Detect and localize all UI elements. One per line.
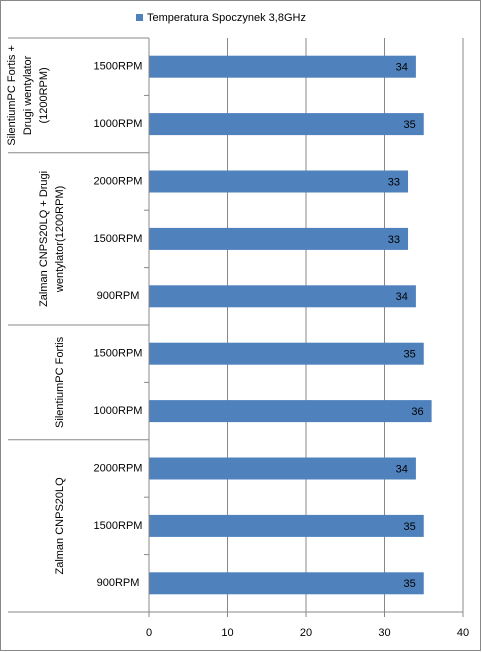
group-label: Drugi wentylator bbox=[22, 55, 34, 135]
y-tick-label: 1500RPM bbox=[94, 520, 143, 532]
value-label: 34 bbox=[396, 62, 408, 74]
value-label: 35 bbox=[404, 119, 416, 131]
group-label: (1200RPM) bbox=[38, 67, 50, 123]
value-label: 34 bbox=[396, 291, 408, 303]
value-label: 35 bbox=[404, 578, 416, 590]
bar bbox=[149, 400, 432, 423]
bar bbox=[149, 514, 424, 537]
y-tick-label: 1000RPM bbox=[94, 118, 143, 130]
value-label: 36 bbox=[411, 406, 423, 418]
bar bbox=[149, 227, 409, 250]
legend-label: Temperatura Spoczynek 3,8GHz bbox=[147, 12, 306, 24]
group-label: SilentiumPC Fortis + bbox=[6, 45, 18, 146]
y-tick-label: 1500RPM bbox=[94, 61, 143, 73]
y-tick-label: 900RPM bbox=[97, 290, 140, 302]
value-label: 33 bbox=[388, 234, 400, 246]
value-label: 35 bbox=[404, 349, 416, 361]
bar bbox=[149, 572, 424, 595]
x-tick-label: 20 bbox=[300, 627, 312, 639]
value-label: 35 bbox=[404, 521, 416, 533]
y-tick-label: 900RPM bbox=[97, 577, 140, 589]
bar bbox=[149, 55, 416, 78]
value-label: 33 bbox=[388, 176, 400, 188]
bar bbox=[149, 457, 416, 480]
group-label: Zalman CNPS20LQ + Drugi bbox=[38, 171, 50, 307]
x-tick-label: 10 bbox=[221, 627, 233, 639]
bar bbox=[149, 285, 416, 308]
x-tick-label: 30 bbox=[378, 627, 390, 639]
x-tick-label: 0 bbox=[146, 627, 152, 639]
value-label: 34 bbox=[396, 463, 408, 475]
bar bbox=[149, 342, 424, 365]
bar bbox=[149, 113, 424, 136]
y-tick-label: 1000RPM bbox=[94, 405, 143, 417]
y-tick-label: 1500RPM bbox=[94, 233, 143, 245]
legend-swatch bbox=[136, 14, 143, 21]
group-label: SilentiumPC Fortis bbox=[54, 336, 66, 428]
y-tick-label: 1500RPM bbox=[94, 348, 143, 360]
y-tick-label: 2000RPM bbox=[94, 175, 143, 187]
y-tick-label: 2000RPM bbox=[94, 462, 143, 474]
group-label: wentylator(1200RPM) bbox=[54, 186, 66, 293]
bar bbox=[149, 170, 409, 193]
group-label: Zalman CNPS20LQ bbox=[54, 477, 66, 575]
x-tick-label: 40 bbox=[457, 627, 469, 639]
